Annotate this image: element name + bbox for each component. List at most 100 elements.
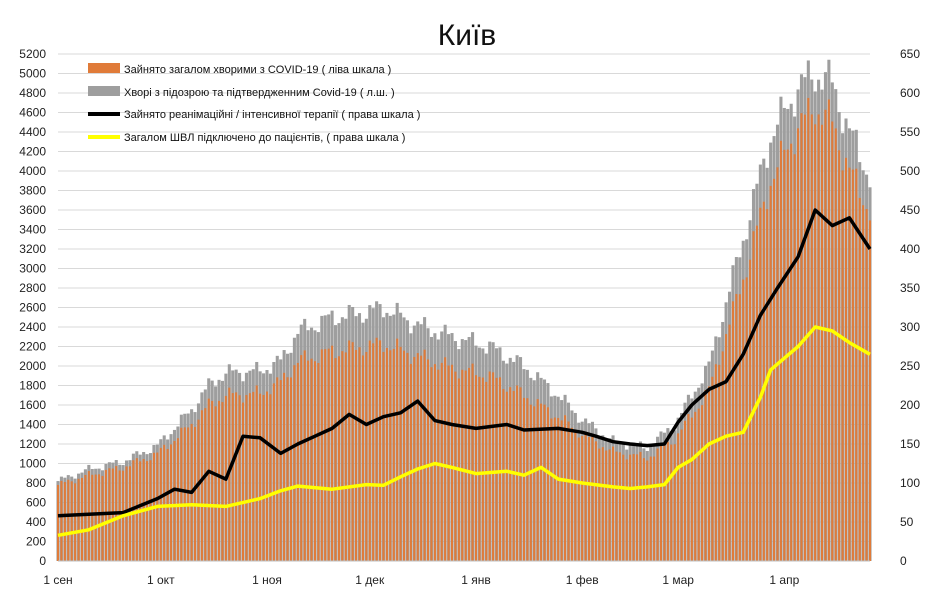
bar-occupied <box>560 420 563 561</box>
legend-label-icu: Зайнято реанімаційні / інтенсивної терап… <box>124 109 420 121</box>
bar-occupied <box>344 352 347 561</box>
bar-occupied <box>865 209 868 561</box>
bar-occupied <box>625 459 628 561</box>
bar-occupied <box>56 484 60 561</box>
bar-occupied <box>821 124 824 561</box>
bar-occupied <box>104 469 107 561</box>
bar-occupied <box>334 358 337 561</box>
bar-occupied <box>361 355 364 561</box>
bar-occupied <box>303 350 306 561</box>
right-tick-label: 100 <box>900 476 920 490</box>
bar-occupied <box>605 450 608 561</box>
left-tick-label: 1800 <box>19 379 46 393</box>
bar-occupied <box>851 169 854 562</box>
bar-occupied <box>683 420 687 561</box>
right-axis: 0 50 100 150 200 250 300 350 400 450 500 550 600 650 <box>900 47 920 568</box>
bar-occupied <box>666 441 669 561</box>
legend-label-occupied: Зайнято загалом хворими з COVID-19 ( лів… <box>124 64 391 76</box>
x-tick-label: 1 мар <box>662 573 694 587</box>
bar-occupied <box>824 109 827 562</box>
right-tick-label: 400 <box>900 242 920 256</box>
right-tick-label: 450 <box>900 203 920 217</box>
right-tick-label: 300 <box>900 320 920 334</box>
bar-occupied <box>265 391 269 561</box>
bar-occupied <box>659 444 663 561</box>
bar-occupied <box>183 427 186 561</box>
bar-occupied <box>286 377 289 561</box>
bar-occupied <box>450 364 454 561</box>
bar-occupied <box>187 427 190 561</box>
bar-occupied <box>235 392 238 561</box>
right-tick-label: 350 <box>900 281 920 295</box>
bar-occupied <box>310 358 313 561</box>
x-tick-label: 1 сен <box>43 573 72 587</box>
left-tick-label: 400 <box>26 515 46 529</box>
bar-occupied <box>375 337 378 561</box>
bar-occupied <box>612 446 615 561</box>
bar-occupied <box>80 477 84 561</box>
left-tick-label: 200 <box>26 535 46 549</box>
bar-occupied <box>194 426 197 561</box>
left-tick-label: 1200 <box>19 437 46 451</box>
bar-occupied <box>320 349 323 561</box>
right-tick-label: 550 <box>900 125 920 139</box>
bar-occupied <box>505 391 508 561</box>
bar-occupied <box>690 417 693 561</box>
bar-occupied <box>502 389 505 561</box>
bar-occupied <box>146 461 149 561</box>
bar-occupied <box>649 456 652 561</box>
bar-occupied <box>382 351 385 561</box>
line-ventilator <box>57 325 871 538</box>
bar-occupied <box>163 444 166 561</box>
bar-occupied <box>101 475 104 561</box>
bar-occupied <box>701 405 704 561</box>
left-tick-label: 3800 <box>19 184 46 198</box>
bar-occupied <box>365 352 368 561</box>
left-tick-label: 4400 <box>19 125 46 139</box>
x-tick-label: 1 фев <box>566 573 599 587</box>
left-tick-label: 3600 <box>19 203 46 217</box>
left-axis: 0 200 400 600 800 1000 1200 1400 1600 1800 2000 220… <box>19 47 46 568</box>
bar-occupied <box>492 372 495 561</box>
left-tick-label: 4000 <box>19 164 46 178</box>
bar-occupied <box>135 458 138 561</box>
bar-occupied <box>567 421 570 561</box>
right-tick-label: 150 <box>900 437 920 451</box>
bar-occupied <box>98 474 101 561</box>
bar-occupied <box>759 207 762 562</box>
bar-occupied <box>454 371 457 561</box>
bar-occupied <box>848 167 851 561</box>
bar-occupied <box>478 376 481 561</box>
bar-occupied <box>238 395 241 561</box>
bar-occupied <box>731 301 734 561</box>
bar-occupied <box>262 394 265 561</box>
bar-occupied <box>646 460 649 561</box>
bar-occupied <box>197 419 200 561</box>
bar-occupied <box>488 371 491 561</box>
bar-occupied <box>468 367 471 561</box>
bar-occupied <box>289 377 293 561</box>
bar-occupied <box>598 448 601 561</box>
bar-occupied <box>221 402 224 561</box>
bar-occupied <box>546 407 549 561</box>
bar-occupied <box>74 483 77 561</box>
left-tick-label: 2000 <box>19 359 46 373</box>
left-tick-label: 5200 <box>19 47 46 61</box>
bar-occupied <box>63 482 66 561</box>
bar-occupied <box>396 338 399 561</box>
bar-occupied <box>324 349 327 561</box>
bar-occupied <box>159 447 162 561</box>
bar-occupied <box>783 149 786 561</box>
left-tick-label: 2800 <box>19 281 46 295</box>
bar-occupied <box>94 474 97 561</box>
bar-occupied <box>677 433 680 561</box>
left-tick-label: 4800 <box>19 86 46 100</box>
bar-occupied <box>351 342 354 561</box>
left-tick-label: 1600 <box>19 398 46 412</box>
bar-occupied <box>868 220 872 561</box>
bar-occupied <box>337 356 340 561</box>
legend-label-ventilator: Загалом ШВЛ підключено до пацієнтів, ( п… <box>124 132 405 144</box>
right-tick-label: 0 <box>900 554 907 568</box>
left-tick-label: 4200 <box>19 145 46 159</box>
